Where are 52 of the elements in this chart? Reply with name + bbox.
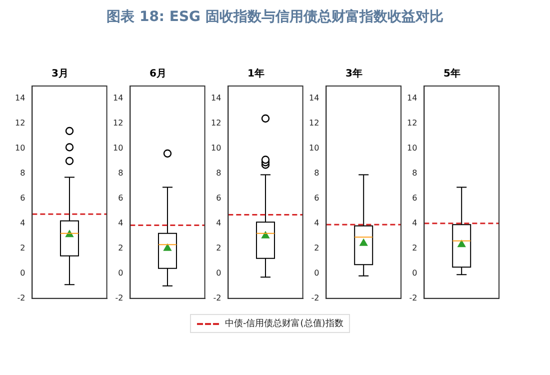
y-tick-label: 10 [112, 144, 124, 153]
y-tick-label: 12 [406, 118, 418, 128]
y-tick-label: 4 [412, 218, 418, 228]
y-tick-label: 6 [20, 194, 26, 203]
y-tick-label: 6 [216, 194, 222, 203]
y-tick-label: 12 [308, 118, 320, 128]
y-tick-label: -2 [17, 293, 26, 302]
y-tick-label: 4 [20, 218, 26, 228]
y-tick-label: 14 [112, 94, 124, 103]
y-tick-label: 4 [118, 218, 124, 228]
y-tick-label: 12 [112, 118, 124, 128]
y-tick-label: 2 [412, 244, 418, 252]
y-tick-label: 0 [412, 268, 418, 278]
y-tick-label: 6 [118, 194, 124, 203]
y-tick-label: 12 [14, 118, 26, 128]
y-tick-label: 8 [118, 168, 124, 178]
chart-title: 3月 [52, 68, 68, 80]
y-tick-label: 0 [118, 268, 124, 278]
y-tick-label: 2 [118, 244, 124, 252]
y-tick-label: 10 [14, 144, 26, 153]
chart-title: 6月 [150, 68, 166, 80]
y-tick-label: 8 [412, 168, 418, 178]
y-tick-label: -2 [311, 293, 320, 302]
y-tick-label: 14 [406, 94, 418, 103]
y-tick-label: 12 [210, 118, 222, 128]
y-tick-label: 14 [14, 94, 26, 103]
chart-title: 1年 [248, 68, 264, 80]
y-tick-label: 2 [20, 244, 26, 252]
y-tick-label: -2 [409, 293, 418, 302]
y-tick-label: 6 [314, 194, 320, 203]
y-tick-label: 10 [406, 144, 418, 153]
y-tick-label: -2 [115, 293, 124, 302]
y-tick-label: 14 [308, 94, 320, 103]
y-tick-label: 2 [314, 244, 320, 252]
y-tick-label: 8 [20, 168, 26, 178]
chart-title: 5年 [444, 68, 460, 80]
y-tick-label: -2 [213, 293, 222, 302]
legend-label: 中债-信用债总财富(总值)指数 [225, 318, 344, 330]
y-tick-label: 4 [216, 218, 222, 228]
y-tick-label: 8 [314, 168, 320, 178]
y-tick-label: 0 [20, 268, 26, 278]
y-tick-label: 8 [216, 168, 222, 178]
y-tick-label: 10 [308, 144, 320, 153]
y-tick-label: 4 [314, 218, 320, 228]
text: 图表 18: ESG 固收指数与信用债总财富指数收益对比 [106, 8, 444, 26]
y-tick-label: 0 [314, 268, 320, 278]
y-tick-label: 6 [412, 194, 418, 203]
y-tick-label: 2 [216, 244, 222, 252]
y-tick-label: 10 [210, 144, 222, 153]
chart-title: 3年 [346, 68, 362, 80]
y-tick-label: 0 [216, 268, 222, 278]
y-tick-label: 14 [210, 94, 222, 103]
